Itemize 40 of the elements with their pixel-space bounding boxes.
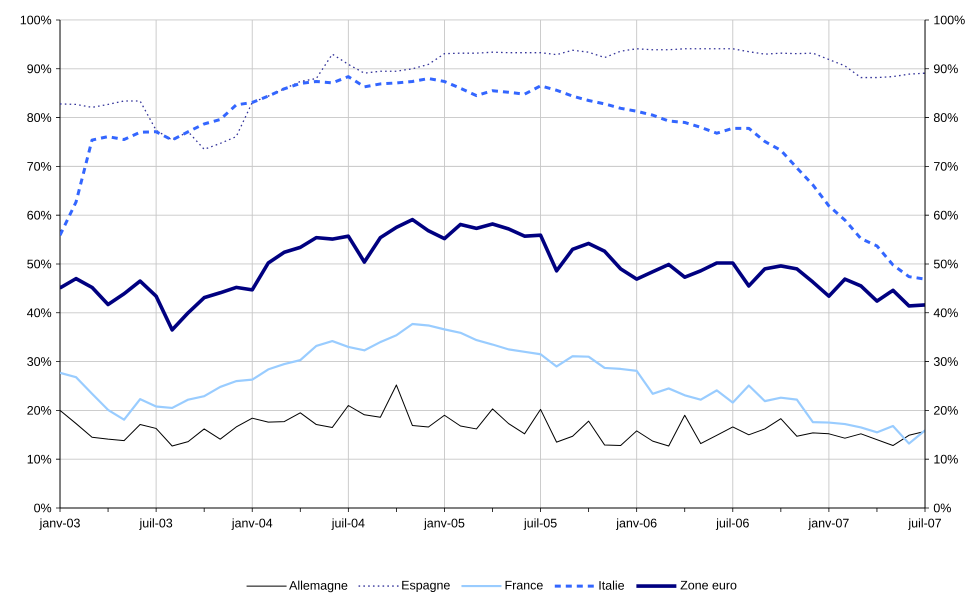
x-tick-label: janv-04 xyxy=(232,518,272,530)
y-tick-label: 50% xyxy=(934,260,958,268)
y-tick-label: 30% xyxy=(934,357,958,366)
y2-tick-label: 50% xyxy=(27,260,52,268)
legend-label: Allemagne xyxy=(289,580,348,592)
x-tick-label: juil-06 xyxy=(716,518,749,530)
y2-tick-label: 100% xyxy=(20,16,52,24)
y2-tick-label: 90% xyxy=(27,64,52,74)
y-tick-label: 100% xyxy=(934,16,965,24)
y2-tick-label: 0% xyxy=(34,504,52,512)
y2-tick-label: 20% xyxy=(27,406,52,415)
line-series xyxy=(60,218,926,332)
line-series xyxy=(60,322,926,445)
y-tick-label: 80% xyxy=(934,113,958,122)
line-series xyxy=(60,75,926,281)
y2-tick-label: 10% xyxy=(28,454,52,464)
y-tick-label: 0% xyxy=(934,504,951,512)
y2-tick-label: 70% xyxy=(27,162,52,171)
legend-label: Italie xyxy=(599,580,624,590)
y-tick-label: 40% xyxy=(934,308,958,318)
y-tick-label: 10% xyxy=(934,454,958,464)
x-tick-label: janv-05 xyxy=(424,518,464,530)
y2-tick-label: 80% xyxy=(27,113,52,122)
x-tick-label: janv-07 xyxy=(808,518,849,530)
x-tick-label: juil-04 xyxy=(331,518,365,530)
x-tick-label: janv-03 xyxy=(39,518,80,530)
y2-tick-label: 30% xyxy=(27,357,52,366)
y-tick-label: 20% xyxy=(934,406,958,415)
y-tick-label: 60% xyxy=(934,210,958,220)
legend-label: Espagne xyxy=(402,580,450,592)
y-tick-label: 70% xyxy=(934,162,958,171)
x-tick-label: janv-06 xyxy=(616,518,657,530)
y2-tick-label: 40% xyxy=(27,308,52,318)
legend-label: France xyxy=(506,580,543,590)
y2-tick-label: 60% xyxy=(27,210,52,220)
x-tick-label: juil-03 xyxy=(139,518,172,530)
x-tick-label: juil-05 xyxy=(524,518,557,530)
y-tick-label: 90% xyxy=(934,64,958,74)
legend-label: Zone euro xyxy=(680,580,736,590)
x-tick-label: juil-07 xyxy=(908,518,941,530)
